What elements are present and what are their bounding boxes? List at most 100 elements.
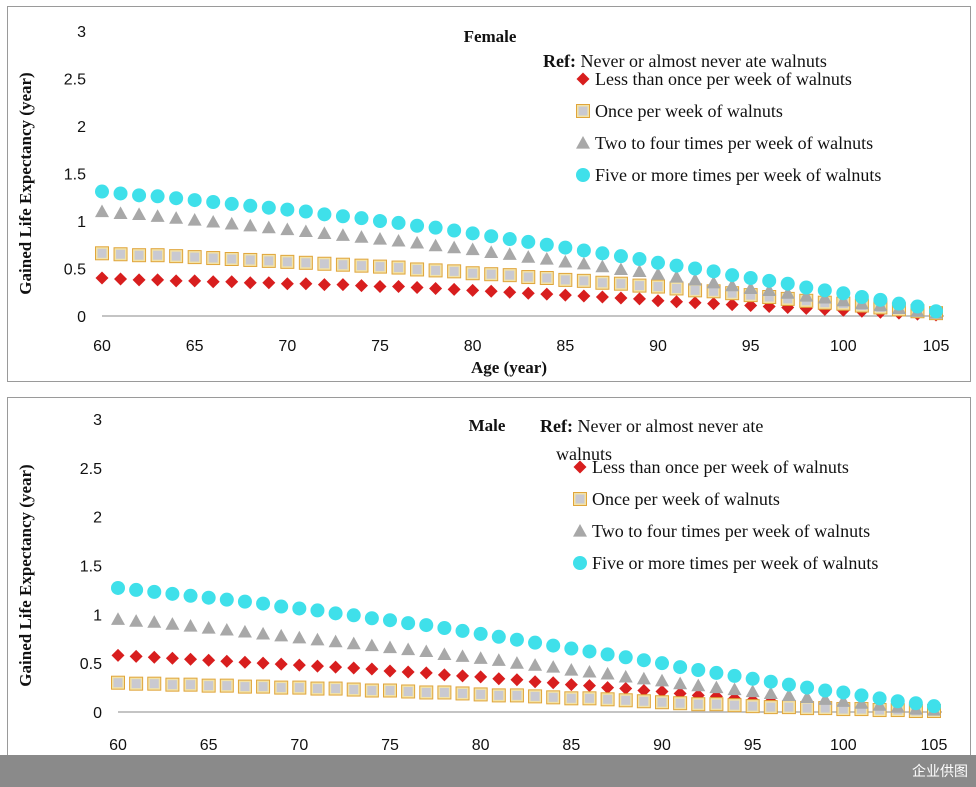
data-point-diamond — [336, 278, 350, 292]
data-point-circle — [437, 621, 452, 636]
data-point-diamond — [373, 280, 387, 294]
legend-ref: Ref: Never or almost never ate walnuts — [543, 51, 827, 71]
data-point-circle — [129, 582, 144, 597]
data-point-square — [595, 275, 610, 290]
data-point-circle — [745, 671, 760, 686]
data-point-diamond — [95, 271, 109, 285]
data-point-triangle — [111, 612, 125, 625]
data-point-square — [491, 688, 506, 703]
data-point-diamond — [280, 277, 294, 291]
data-point-triangle — [725, 278, 740, 292]
data-point-triangle — [836, 694, 851, 707]
data-point-triangle — [669, 270, 684, 283]
y-tick-label: 0 — [93, 705, 102, 722]
data-point-diamond — [147, 650, 161, 664]
data-point-triangle — [206, 214, 221, 228]
data-point-square — [745, 699, 760, 714]
data-point-circle — [908, 696, 923, 711]
data-point-circle — [688, 261, 703, 276]
data-point-circle — [410, 218, 425, 233]
data-point-circle — [419, 618, 434, 633]
data-point-circle — [473, 626, 488, 641]
data-point-diamond — [132, 273, 146, 287]
data-point-circle — [873, 292, 888, 307]
data-point-triangle — [727, 682, 742, 696]
data-point-diamond — [670, 295, 684, 309]
data-point-circle — [762, 273, 777, 288]
data-point-triangle — [437, 647, 452, 660]
data-point-diamond — [202, 653, 216, 667]
data-point-circle — [818, 683, 833, 698]
data-point-triangle — [780, 286, 795, 299]
data-point-circle — [673, 660, 688, 675]
data-point-circle — [528, 635, 543, 650]
data-point-square — [636, 694, 651, 709]
data-point-diamond — [429, 281, 443, 295]
data-point-diamond — [540, 287, 554, 301]
data-point-square — [727, 698, 742, 713]
data-point-diamond — [673, 686, 687, 700]
data-point-triangle — [484, 245, 499, 258]
data-point-circle — [183, 588, 198, 603]
data-point-circle — [854, 688, 869, 703]
data-point-square — [691, 697, 706, 712]
data-point-triangle — [818, 692, 833, 705]
data-point-circle — [743, 271, 758, 285]
legend-label: Five or more times per week of walnuts — [592, 553, 878, 573]
data-point-triangle — [373, 232, 387, 245]
data-point-diamond — [225, 275, 239, 289]
legend-label: Once per week of walnuts — [592, 489, 780, 509]
data-point-triangle — [706, 275, 721, 289]
data-point-circle — [206, 195, 221, 209]
data-point-triangle — [688, 272, 703, 286]
data-point-triangle — [691, 678, 706, 692]
data-point-circle — [169, 191, 184, 206]
data-point-square — [346, 682, 361, 697]
data-point-triangle — [521, 250, 536, 263]
data-point-square — [219, 678, 234, 693]
data-point-triangle — [613, 262, 628, 276]
data-point-diamond — [220, 654, 234, 668]
data-point-circle — [632, 252, 647, 266]
data-point-circle — [465, 226, 480, 241]
data-point-diamond — [582, 679, 596, 693]
data-point-triangle — [709, 680, 724, 694]
data-point-square — [546, 690, 561, 705]
data-point-triangle — [224, 216, 239, 230]
data-point-square — [391, 260, 406, 275]
data-point-triangle — [256, 626, 271, 640]
data-point-diamond — [619, 682, 633, 696]
data-point-circle — [725, 268, 740, 283]
data-point-diamond — [725, 298, 739, 312]
data-point-square — [582, 691, 597, 706]
data-point-circle — [502, 232, 517, 247]
data-point-triangle — [383, 640, 397, 654]
data-point-diamond — [274, 657, 288, 671]
data-point-diamond — [410, 281, 424, 294]
data-point-diamond — [114, 272, 128, 286]
data-point-diamond — [447, 282, 461, 296]
data-point-circle — [539, 237, 554, 252]
y-tick-label: 0.5 — [64, 262, 86, 279]
data-point-square — [317, 256, 332, 271]
data-point-triangle — [328, 634, 343, 648]
data-point-triangle — [243, 218, 258, 232]
legend-marker-diamond — [573, 460, 587, 474]
data-point-square — [150, 248, 165, 263]
data-point-diamond — [238, 655, 252, 669]
data-point-square — [763, 700, 778, 715]
data-point-square — [600, 692, 615, 707]
data-point-square — [274, 680, 289, 695]
legend-label: Once per week of walnuts — [595, 101, 783, 121]
data-point-diamond — [184, 652, 198, 666]
data-point-square — [237, 679, 252, 694]
data-point-circle — [335, 209, 350, 224]
data-point-diamond — [365, 662, 379, 676]
data-point-square — [354, 258, 369, 273]
data-point-triangle — [113, 206, 128, 219]
data-point-diamond — [292, 658, 306, 672]
data-point-diamond — [165, 651, 179, 665]
data-point-triangle — [528, 658, 543, 671]
